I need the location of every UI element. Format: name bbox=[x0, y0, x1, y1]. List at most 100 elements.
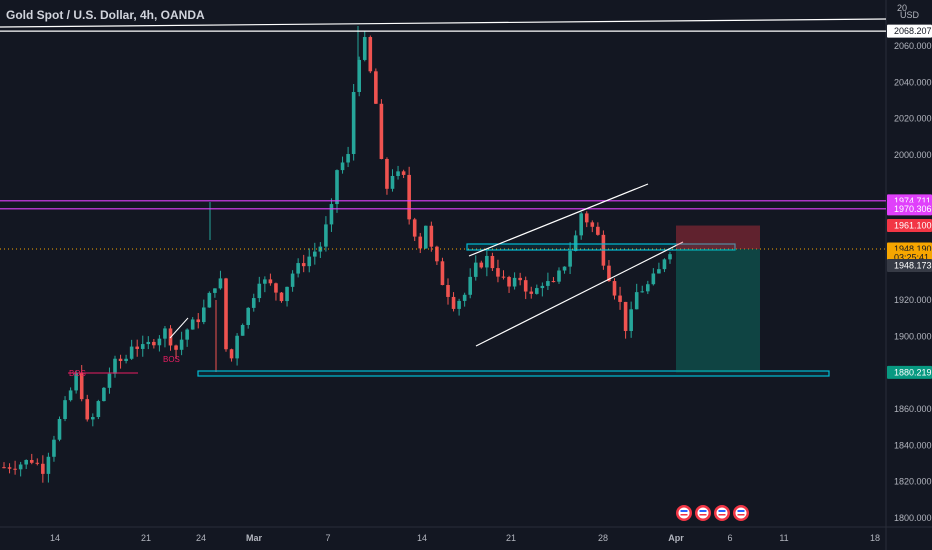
channel-upper-line bbox=[468, 183, 649, 257]
candle-body bbox=[229, 349, 234, 359]
candle-body bbox=[35, 462, 40, 464]
candle-body bbox=[424, 225, 428, 249]
candle-body bbox=[646, 284, 650, 292]
y-tick-label: 2060.000 bbox=[894, 41, 932, 51]
candle-body bbox=[129, 346, 134, 359]
candle-body bbox=[57, 419, 62, 440]
candle-body bbox=[412, 219, 417, 237]
candle-body bbox=[107, 373, 112, 388]
candle-body bbox=[74, 373, 78, 391]
candle-body bbox=[163, 328, 167, 339]
candle-body bbox=[301, 263, 306, 267]
candle-body bbox=[362, 37, 367, 60]
y-tick-label: 1900.000 bbox=[894, 331, 932, 341]
candle-body bbox=[623, 301, 628, 332]
label-1970: 1970.306 bbox=[894, 204, 932, 214]
flag-icon[interactable] bbox=[697, 507, 709, 519]
candle-body bbox=[7, 467, 12, 469]
candle-body bbox=[490, 255, 495, 269]
candle-body bbox=[584, 213, 589, 223]
trendline-upper bbox=[0, 18, 887, 28]
candle-body bbox=[629, 309, 633, 332]
candle-body bbox=[390, 175, 395, 189]
candle-body bbox=[263, 279, 267, 284]
candle-body bbox=[140, 344, 145, 349]
candle-body bbox=[18, 464, 23, 470]
candle-body bbox=[213, 288, 217, 293]
label-1948-entry-bg bbox=[887, 258, 932, 272]
bos-diagonal bbox=[169, 317, 189, 339]
flag-icon-stripe bbox=[680, 510, 688, 512]
candle-body bbox=[68, 390, 73, 401]
x-tick-label: 14 bbox=[50, 533, 60, 543]
x-tick-label: Mar bbox=[246, 533, 263, 543]
x-tick-label: 14 bbox=[417, 533, 427, 543]
stop-loss-zone bbox=[676, 225, 760, 250]
candle-body bbox=[240, 324, 245, 336]
candle-body bbox=[640, 291, 645, 293]
candle-body bbox=[85, 399, 90, 420]
candle-body bbox=[590, 222, 595, 227]
currency-label[interactable]: USD bbox=[900, 10, 920, 20]
flag-icon-stripe bbox=[699, 514, 707, 516]
candle-body bbox=[568, 250, 572, 267]
x-tick-label: 7 bbox=[325, 533, 330, 543]
flag-icon[interactable] bbox=[735, 507, 747, 519]
candle-body bbox=[485, 255, 489, 268]
scale-indicator: 20 bbox=[897, 3, 908, 13]
candle-body bbox=[146, 341, 151, 345]
flag-icon-stripe bbox=[680, 514, 688, 516]
y-tick-label: 1840.000 bbox=[894, 440, 932, 450]
label-countdown: 03:25:41 bbox=[894, 252, 929, 262]
candle-body bbox=[407, 174, 411, 220]
candle-body bbox=[557, 270, 561, 282]
candle-body bbox=[52, 439, 56, 457]
candle-body bbox=[157, 338, 162, 346]
label-1961: 1961.100 bbox=[894, 221, 932, 231]
candle-body bbox=[285, 286, 289, 302]
candle-body bbox=[290, 273, 295, 287]
candle-body bbox=[607, 265, 611, 282]
candle-body bbox=[446, 285, 450, 297]
candle-body bbox=[457, 300, 461, 309]
candle-body bbox=[668, 254, 672, 260]
candle-body bbox=[507, 277, 511, 287]
candle-body bbox=[429, 225, 434, 247]
candle-body bbox=[152, 341, 156, 346]
x-tick-label: 24 bbox=[196, 533, 206, 543]
candle-body bbox=[529, 291, 534, 294]
candle-body bbox=[279, 292, 284, 302]
candle-body bbox=[451, 296, 456, 309]
candle-body bbox=[2, 467, 6, 469]
candle-body bbox=[179, 339, 184, 350]
label-2068: 2068.207 bbox=[894, 26, 932, 36]
x-tick-label: Apr bbox=[668, 533, 684, 543]
candle-body bbox=[540, 285, 545, 289]
channel-lower-line bbox=[475, 241, 684, 347]
flag-icon-stripe bbox=[737, 510, 745, 512]
candle-body bbox=[462, 294, 467, 301]
candle-body bbox=[63, 400, 67, 420]
candle-body bbox=[618, 295, 622, 302]
candle-body bbox=[91, 417, 95, 420]
flag-icon[interactable] bbox=[678, 507, 690, 519]
candle-body bbox=[418, 236, 423, 249]
candle-body bbox=[512, 277, 517, 287]
label-1961-bg bbox=[887, 219, 932, 233]
bos-label: BOS bbox=[163, 355, 180, 364]
flag-icon-stripe bbox=[718, 510, 726, 512]
take-profit-zone bbox=[676, 249, 760, 373]
x-tick-label: 28 bbox=[598, 533, 608, 543]
candle-body bbox=[634, 292, 639, 310]
flag-icon[interactable] bbox=[716, 507, 728, 519]
candle-body bbox=[29, 460, 34, 463]
x-tick-label: 6 bbox=[727, 533, 732, 543]
candle-body bbox=[218, 278, 223, 289]
candle-body bbox=[224, 278, 228, 350]
candle-body bbox=[329, 204, 334, 225]
candle-body bbox=[340, 162, 345, 171]
candle-body bbox=[479, 262, 484, 268]
candle-body bbox=[535, 288, 539, 294]
candle-body bbox=[468, 276, 472, 295]
